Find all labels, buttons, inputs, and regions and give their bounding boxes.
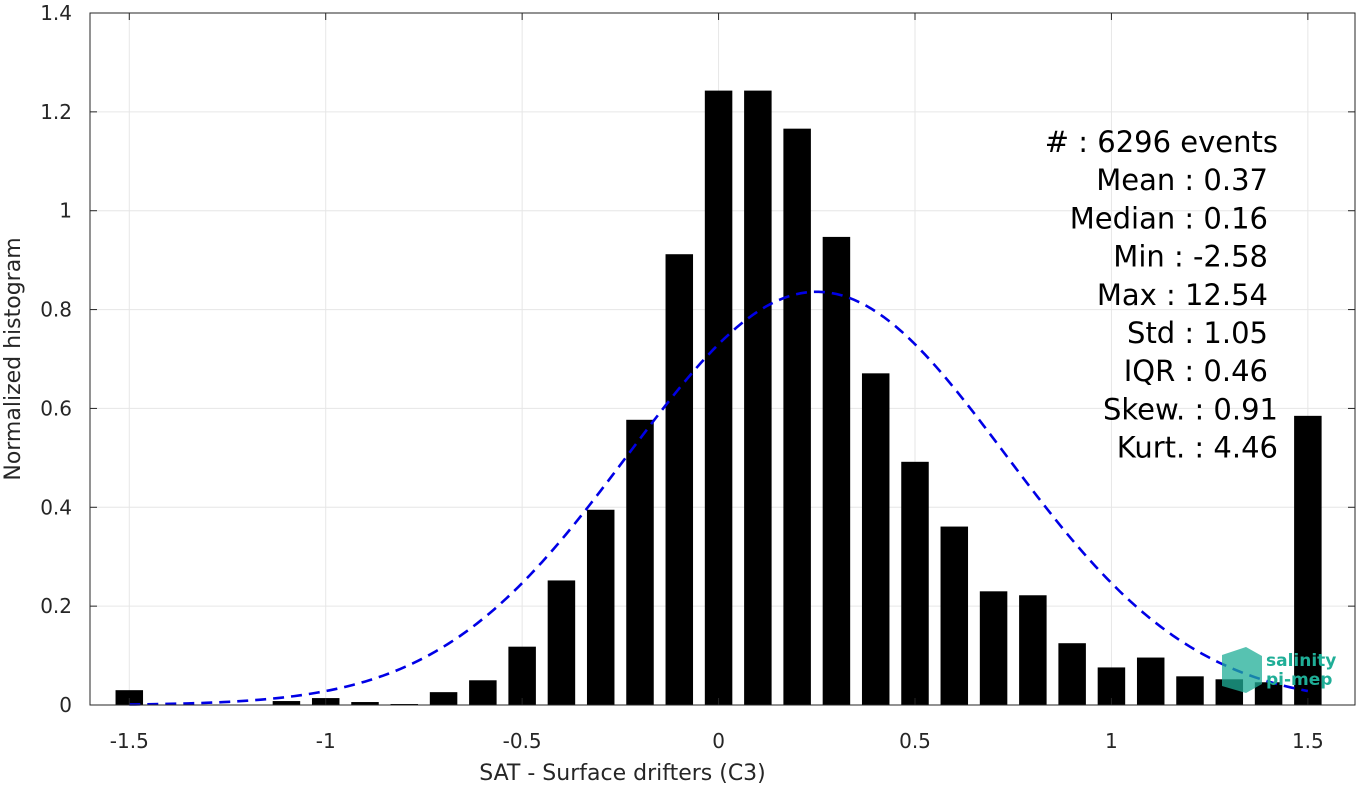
x-tick-label: -1.5 xyxy=(110,729,149,753)
bar xyxy=(901,461,929,705)
y-tick-label: 1.2 xyxy=(40,100,72,124)
bar xyxy=(1136,657,1165,705)
y-axis-ticks: 0 0.2 0.4 0.6 0.8 1 1.2 1.4 xyxy=(40,1,1355,717)
bar xyxy=(704,90,733,706)
stat-line: Std : 1.05 xyxy=(1127,316,1268,350)
salinity-logo-icon xyxy=(1222,647,1262,693)
bar xyxy=(586,509,615,705)
x-axis-ticks: -1.5 -1 -0.5 0 0.5 1 1.5 xyxy=(110,13,1324,753)
y-tick-label: 1.4 xyxy=(40,1,72,25)
bar xyxy=(1019,595,1047,705)
bar xyxy=(665,254,694,705)
stat-line: Skew. : 0.91 xyxy=(1103,392,1278,426)
x-tick-label: 1 xyxy=(1105,729,1118,753)
y-tick-label: 0.8 xyxy=(40,298,72,322)
stat-line: Max : 12.54 xyxy=(1097,278,1268,312)
bar xyxy=(508,646,536,705)
y-axis-label: Normalized histogram xyxy=(1,237,26,480)
x-tick-label: 0 xyxy=(712,729,725,753)
stat-line: Kurt. : 4.46 xyxy=(1117,431,1278,465)
axes-box xyxy=(89,12,1356,706)
bar xyxy=(783,128,811,706)
stat-line: Median : 0.16 xyxy=(1070,201,1268,235)
bar xyxy=(744,90,772,706)
bar xyxy=(1176,676,1204,705)
statistics-annotations: # : 6296 events Mean : 0.37 Median : 0.16 M… xyxy=(1045,125,1278,465)
bar xyxy=(1058,643,1086,705)
y-tick-label: 0.6 xyxy=(40,396,72,420)
bar xyxy=(469,680,497,705)
stat-line: # : 6296 events xyxy=(1045,125,1278,159)
bar xyxy=(940,526,969,705)
stat-line: Mean : 0.37 xyxy=(1096,163,1268,197)
x-tick-label: -0.5 xyxy=(503,729,542,753)
bar xyxy=(1254,682,1283,705)
y-tick-label: 0.4 xyxy=(40,495,72,519)
bar xyxy=(429,692,458,705)
y-tick-label: 1 xyxy=(59,199,72,223)
bar xyxy=(115,690,144,705)
stat-line: Min : -2.58 xyxy=(1113,240,1268,274)
bar xyxy=(626,419,654,705)
logo-text-line2: pi-mep xyxy=(1266,670,1332,690)
bar xyxy=(861,373,890,705)
bar xyxy=(351,702,379,705)
bar xyxy=(547,580,576,705)
logo-text-line1: salinity xyxy=(1266,651,1336,671)
bar xyxy=(1294,415,1322,705)
salinity-pimep-logo: salinity pi-mep xyxy=(1222,647,1336,693)
bar xyxy=(272,701,301,705)
x-tick-label: -1 xyxy=(316,729,336,753)
bar xyxy=(979,591,1008,705)
y-tick-label: 0 xyxy=(59,693,72,717)
x-tick-label: 1.5 xyxy=(1292,729,1324,753)
x-axis-label: SAT - Surface drifters (C3) xyxy=(479,761,766,785)
x-tick-label: 0.5 xyxy=(899,729,931,753)
y-tick-label: 0.2 xyxy=(40,594,72,618)
bar xyxy=(822,236,851,705)
stat-line: IQR : 0.46 xyxy=(1124,354,1268,388)
bars-group xyxy=(115,90,1322,706)
